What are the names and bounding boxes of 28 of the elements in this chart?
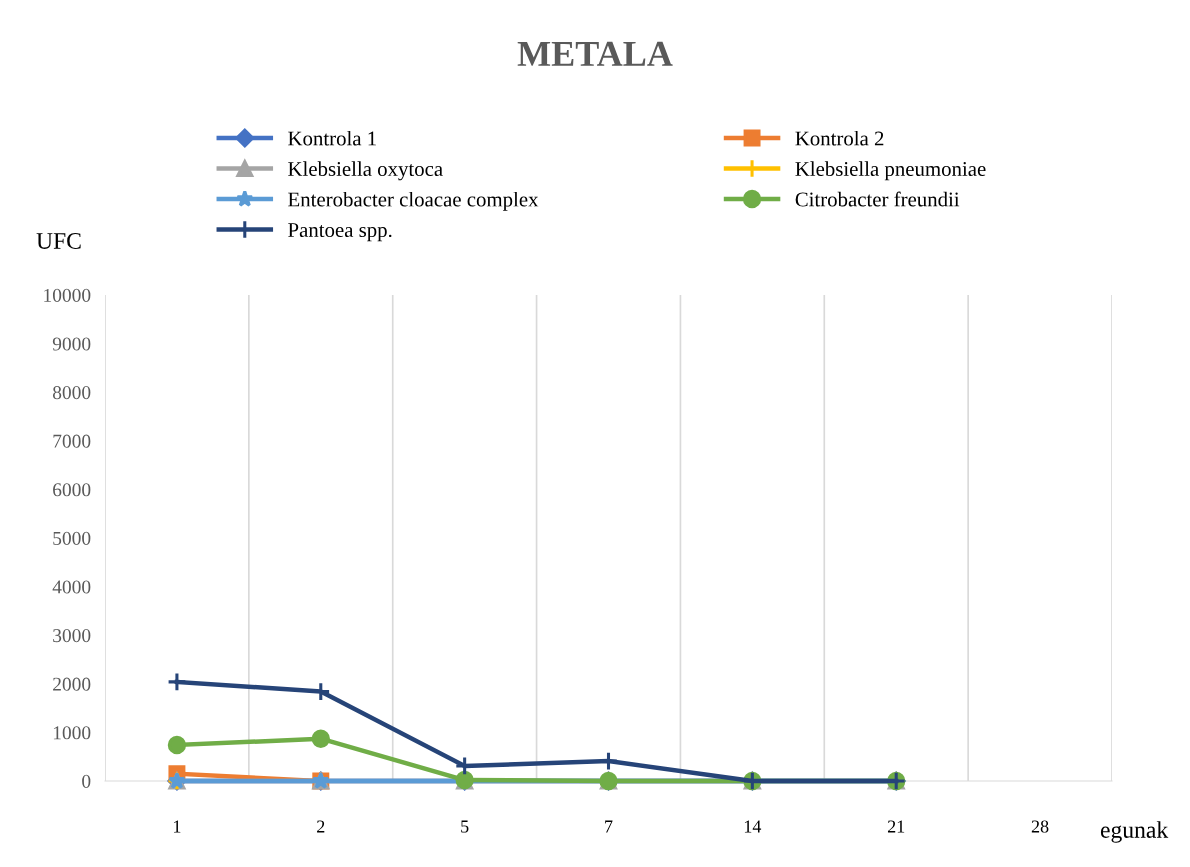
- legend-label: Klebsiella pneumoniae: [795, 161, 986, 181]
- y-axis-title: UFC: [36, 233, 81, 249]
- y-tick-label: 0: [82, 774, 91, 788]
- y-tick-label: 6000: [53, 483, 91, 497]
- y-tick-label: 10000: [44, 288, 91, 302]
- legend-label: Pantoea spp.: [288, 223, 392, 242]
- legend-label: Klebsiella oxytoca: [288, 161, 443, 181]
- y-tick-label: 9000: [52, 337, 91, 351]
- x-tick-label: 21: [887, 820, 905, 833]
- x-tick-label: 2: [317, 820, 325, 833]
- x-tick-label: 1: [174, 820, 181, 833]
- y-tick-label: 8000: [52, 386, 91, 400]
- legend-label: Enterobacter cloacae complex: [288, 191, 539, 211]
- y-tick-label: 3000: [53, 629, 91, 643]
- legend-label: Citrobacter freundii: [795, 191, 960, 207]
- chart-title: METALA: [517, 41, 673, 66]
- x-tick-label: 14: [744, 820, 762, 833]
- y-tick-label: 1000: [53, 726, 91, 740]
- x-axis-title: egunak: [1100, 821, 1169, 843]
- x-tick-label: 28: [1031, 820, 1049, 833]
- x-tick-label: 7: [605, 820, 613, 833]
- y-tick-label: 7000: [53, 434, 91, 448]
- x-tick-label: 5: [461, 820, 469, 833]
- y-tick-label: 5000: [53, 531, 91, 545]
- legend-label: Kontrola 1: [288, 130, 376, 146]
- y-tick-label: 2000: [53, 677, 91, 691]
- legend-label: Kontrola 2: [795, 130, 884, 146]
- y-tick-label: 4000: [52, 580, 91, 594]
